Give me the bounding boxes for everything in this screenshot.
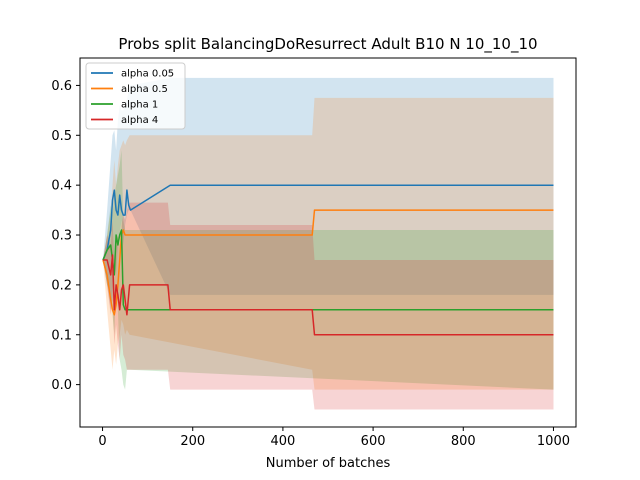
band-alpha-4: [103, 202, 554, 410]
x-tick-label: 1000: [537, 434, 570, 449]
y-tick-label: 0.1: [51, 328, 72, 343]
x-axis-label: Number of batches: [266, 456, 391, 471]
x-tick-label: 600: [361, 434, 386, 449]
band-alpha-0-5: [103, 97, 554, 390]
y-axis-ticks: 0.0 0.1 0.2 0.3 0.4 0.5 0.6: [51, 79, 80, 393]
x-axis-ticks: 0 200 400 600 800 1000: [98, 427, 570, 449]
y-tick-label: 0.6: [51, 79, 72, 94]
series-line-alpha-4: [103, 254, 554, 336]
legend: alpha 0.05 alpha 0.5 alpha 1 alpha 4: [85, 62, 186, 130]
band-alpha-1: [103, 150, 554, 390]
legend-label-alpha-0-05: alpha 0.05: [121, 69, 174, 80]
x-tick-label: 200: [180, 434, 205, 449]
x-tick-label: 800: [451, 434, 476, 449]
band-alpha-0-05: [103, 77, 554, 310]
legend-label-alpha-1: alpha 1: [121, 100, 158, 111]
x-tick-label: 400: [270, 434, 295, 449]
series-line-alpha-0-05: [102, 184, 554, 261]
y-tick-label: 0.4: [51, 179, 72, 194]
legend-label-alpha-4: alpha 4: [121, 115, 158, 126]
y-tick-label: 0.3: [51, 229, 72, 244]
series-lines: [102, 184, 554, 336]
y-tick-label: 0.5: [51, 129, 72, 144]
x-tick-label: 0: [98, 434, 106, 449]
legend-label-alpha-0-5: alpha 0.5: [121, 84, 168, 95]
chart-title: Probs split BalancingDoResurrect Adult B…: [118, 35, 537, 54]
y-tick-label: 0.0: [51, 378, 72, 393]
legend-box: [85, 62, 186, 130]
confidence-bands: [103, 77, 554, 410]
axes-frame: [79, 57, 577, 428]
series-line-alpha-0-5: [102, 209, 554, 316]
y-tick-label: 0.2: [51, 278, 72, 293]
